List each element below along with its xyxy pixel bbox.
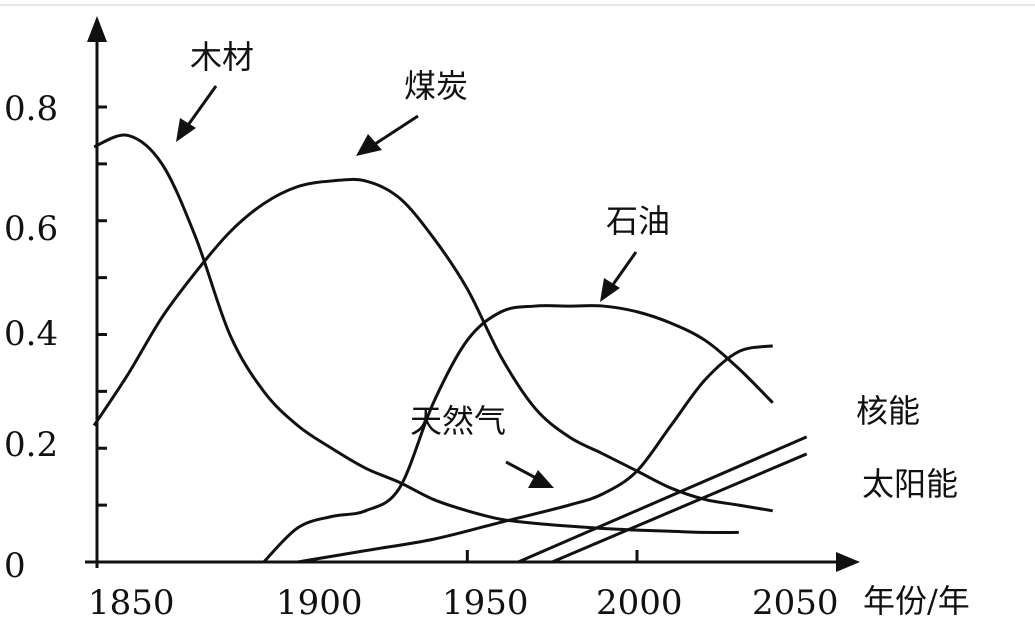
arrow-coal — [356, 114, 419, 156]
series-line-coal — [92, 177, 773, 513]
arrow-natural-gas — [505, 460, 554, 488]
x-axis-label: 年份/年 — [863, 582, 970, 620]
x-tick-label-1850: 1850 — [88, 583, 175, 623]
x-tick-label-2050: 2050 — [752, 583, 839, 623]
arrow-oil — [600, 251, 638, 302]
series-group — [92, 133, 808, 564]
series-line-natural-gas — [297, 344, 773, 564]
y-tick-label-0: 0 — [4, 546, 26, 586]
y-tick-marks — [97, 105, 107, 507]
x-axis-arrow — [836, 552, 860, 572]
label-natural-gas: 天然气 — [410, 402, 506, 440]
y-tick-label-0.4: 0.4 — [4, 314, 58, 354]
x-tick-label-1950: 1950 — [442, 583, 529, 623]
label-solar: 太阳能 — [862, 465, 958, 503]
x-tick-marks — [465, 550, 639, 562]
label-wood: 木材 — [190, 38, 254, 76]
y-tick-label-0.2: 0.2 — [4, 425, 58, 465]
series-line-nuclear — [517, 435, 808, 564]
series-line-oil — [262, 304, 774, 564]
label-nuclear: 核能 — [856, 392, 920, 430]
label-oil: 石油 — [606, 202, 670, 240]
label-coal: 煤炭 — [404, 67, 468, 105]
y-tick-label-0.6: 0.6 — [4, 209, 58, 249]
series-line-solar — [551, 452, 808, 564]
x-tick-label-1900: 1900 — [276, 583, 363, 623]
y-axis-arrow — [87, 16, 107, 42]
y-tick-label-0.8: 0.8 — [4, 89, 58, 129]
arrow-wood — [176, 85, 218, 142]
x-tick-label-2000: 2000 — [596, 583, 683, 623]
